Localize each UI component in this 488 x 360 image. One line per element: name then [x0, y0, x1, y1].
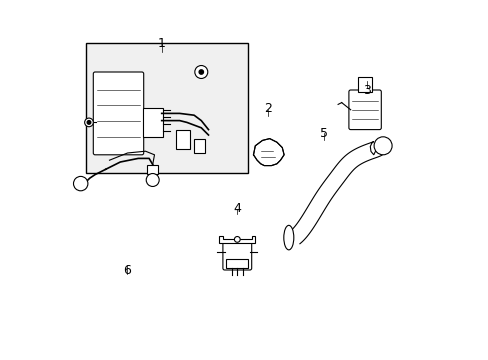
Text: 2: 2 [264, 102, 271, 114]
FancyBboxPatch shape [93, 72, 143, 155]
Bar [176, 130, 190, 149]
Bar [226, 259, 247, 268]
Circle shape [84, 118, 93, 127]
Bar [142, 108, 163, 137]
Bar [86, 43, 247, 173]
Circle shape [146, 174, 159, 186]
Circle shape [87, 121, 91, 124]
Text: 4: 4 [233, 202, 241, 215]
Polygon shape [253, 139, 284, 166]
FancyBboxPatch shape [223, 241, 251, 270]
Text: 1: 1 [158, 37, 165, 50]
Polygon shape [289, 141, 385, 244]
Circle shape [373, 137, 391, 155]
Circle shape [73, 176, 88, 191]
Polygon shape [219, 236, 255, 243]
Bar [194, 139, 204, 153]
Circle shape [234, 237, 240, 242]
Bar [147, 165, 158, 174]
Circle shape [199, 70, 203, 74]
FancyBboxPatch shape [348, 90, 381, 130]
Circle shape [194, 66, 207, 78]
Bar [357, 77, 371, 92]
Text: 3: 3 [362, 84, 370, 96]
Ellipse shape [283, 225, 293, 250]
Text: 6: 6 [123, 264, 131, 276]
Text: 5: 5 [319, 127, 327, 140]
